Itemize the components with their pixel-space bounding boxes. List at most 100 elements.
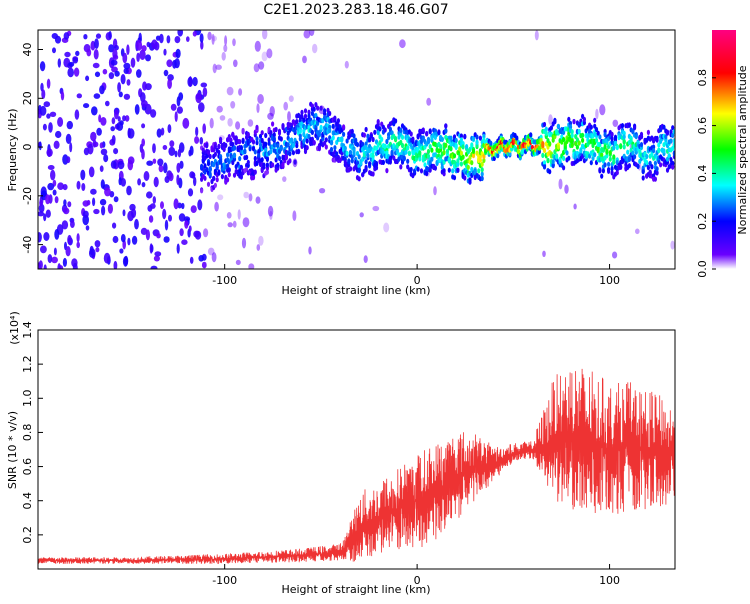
noise-speckle: [64, 51, 71, 58]
noise-speckle: [53, 247, 57, 256]
noise-speckle: [176, 174, 180, 186]
ridge-mark: [347, 159, 351, 165]
ridge-mark: [619, 164, 623, 170]
noise-speckle: [76, 93, 83, 99]
ridge-mark: [459, 161, 463, 167]
ridge-mark: [577, 140, 581, 146]
ridge-mark: [430, 156, 434, 162]
noise-speckle: [112, 235, 119, 244]
ridge-mark: [596, 146, 600, 152]
ridge-mark: [297, 148, 301, 154]
noise-speckle: [193, 176, 197, 187]
ridge-mark: [333, 145, 337, 151]
ridge-mark: [477, 168, 481, 174]
noise-speckle: [243, 191, 249, 199]
noise-speckle: [202, 123, 206, 134]
noise-speckle: [197, 199, 203, 211]
noise-speckle: [126, 185, 132, 196]
ridge-mark: [471, 153, 476, 159]
ridge-mark: [655, 166, 659, 172]
ridge-mark: [428, 144, 432, 150]
noise-speckle: [95, 33, 102, 39]
ridge-mark: [633, 154, 637, 160]
spectrogram-xlabel: Height of straight line (km): [281, 284, 430, 297]
noise-speckle: [344, 60, 349, 69]
ridge-mark: [200, 163, 204, 169]
noise-speckle: [54, 229, 60, 240]
ridge-mark: [430, 147, 434, 153]
ridge-mark: [551, 137, 555, 143]
noise-speckle: [156, 128, 162, 138]
ridge-mark: [615, 145, 619, 151]
ridge-mark: [622, 139, 626, 145]
noise-speckle: [141, 45, 147, 52]
ridge-mark: [319, 105, 323, 111]
ridge-mark: [669, 138, 673, 144]
ridge-mark: [627, 163, 632, 169]
ridge-mark: [636, 163, 640, 169]
colorbar: 0.0 0.2 0.4 0.6 0.8 Normalized spectral ampl…: [696, 30, 749, 278]
noise-speckle: [40, 245, 47, 254]
ridge-mark: [215, 177, 219, 183]
ridge-mark: [213, 144, 217, 150]
ridge-mark: [300, 109, 304, 115]
noise-speckle: [74, 109, 80, 120]
noise-speckle: [38, 260, 43, 269]
ridge-mark: [672, 138, 675, 144]
noise-speckle: [51, 256, 58, 264]
noise-speckle: [126, 79, 131, 86]
noise-speckle: [63, 32, 70, 40]
noise-speckle: [94, 240, 101, 248]
ridge-mark: [328, 127, 332, 134]
ridge-mark: [631, 150, 635, 156]
noise-speckle: [248, 193, 253, 202]
ridge-mark: [206, 150, 211, 156]
ridge-mark: [348, 166, 353, 172]
ridge-mark: [324, 137, 328, 143]
noise-speckle: [83, 34, 88, 40]
noise-speckle: [262, 30, 268, 40]
ridge-mark: [305, 138, 309, 144]
ridge-mark: [380, 136, 384, 142]
noise-speckle: [111, 117, 116, 125]
ridge-mark: [542, 121, 547, 128]
noise-speckle: [247, 119, 254, 127]
ridge-mark: [253, 149, 257, 155]
noise-speckle: [157, 158, 164, 166]
noise-speckle: [90, 188, 97, 195]
ridge-mark: [570, 142, 574, 148]
colorbar-tick-label: 0.2: [696, 212, 709, 230]
noise-speckle: [188, 76, 193, 87]
noise-speckle: [113, 196, 119, 203]
ridge-mark: [388, 126, 392, 132]
noise-speckle: [211, 33, 215, 45]
ridge-mark: [428, 160, 432, 166]
ridge-mark: [200, 188, 204, 194]
snr-xtick-label: 100: [599, 574, 620, 587]
snr-ytick-label: 0.2: [21, 526, 34, 544]
ridge-mark: [433, 165, 437, 171]
noise-speckle: [67, 67, 74, 78]
ridge-mark: [428, 129, 432, 135]
noise-speckle: [176, 243, 180, 254]
noise-speckle: [142, 81, 147, 91]
noise-speckle: [383, 222, 390, 233]
ridge-mark: [312, 140, 316, 146]
noise-speckle: [253, 63, 260, 73]
noise-speckle: [80, 169, 86, 181]
noise-speckle: [69, 142, 73, 153]
ridge-mark: [662, 148, 666, 154]
noise-speckle: [227, 222, 233, 228]
ridge-mark: [600, 152, 604, 158]
ridge-mark: [314, 112, 318, 119]
ridge-mark: [496, 153, 500, 159]
ridge-mark: [419, 168, 424, 174]
ridge-mark: [671, 160, 675, 166]
ridge-mark: [646, 165, 651, 171]
noise-speckle: [599, 104, 606, 116]
ridge-mark: [568, 120, 573, 126]
ridge-mark: [385, 168, 389, 174]
spectrogram-xtick-label: -100: [212, 274, 237, 287]
noise-speckle: [43, 213, 47, 222]
